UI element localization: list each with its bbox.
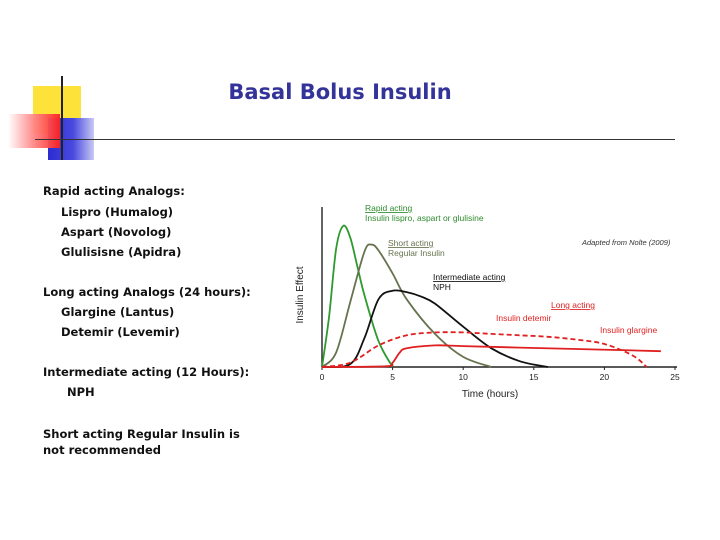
series-line-0 <box>321 224 394 368</box>
annotation-short-detail: Regular Insulin <box>388 248 445 258</box>
chart-credit: Adapted from Nolte (2009) <box>581 238 671 247</box>
title-underline <box>35 139 675 140</box>
annotation-intermediate-detail: NPH <box>433 282 451 292</box>
line-glulisine: Glulisisne (Apidra) <box>61 245 182 259</box>
line-detemir: Detemir (Levemir) <box>61 325 180 339</box>
line-aspart: Aspart (Novolog) <box>61 225 172 239</box>
line-glargine: Glargine (Lantus) <box>61 305 175 319</box>
annotation-long-heading: Long acting <box>551 300 595 310</box>
slide-title: Basal Bolus Insulin <box>228 80 452 104</box>
chart-series <box>321 224 661 369</box>
line-rapid-heading: Rapid acting Analogs: <box>43 184 185 198</box>
line-short-note-2: not recommended <box>43 443 161 457</box>
x-tick-label: 15 <box>529 372 539 382</box>
x-tick-label: 5 <box>390 372 395 382</box>
line-lispro: Lispro (Humalog) <box>61 205 174 219</box>
x-tick-label: 25 <box>670 372 680 382</box>
annotation-intermediate-heading: Intermediate acting <box>433 272 506 282</box>
x-tick-label: 20 <box>600 372 610 382</box>
x-ticks: 0 5 10 15 20 25 <box>320 367 680 382</box>
annotation-detemir: Insulin detemir <box>496 313 551 323</box>
decor-red-square <box>8 114 60 148</box>
chart-axes <box>321 207 677 368</box>
line-long-heading: Long acting Analogs (24 hours): <box>43 285 251 299</box>
line-short-note-1: Short acting Regular Insulin is <box>43 427 240 441</box>
y-axis-label: Insulin Effect <box>295 266 306 323</box>
annotation-rapid-heading: Rapid acting <box>365 203 413 213</box>
decor-vertical-line <box>61 76 63 160</box>
series-line-1 <box>321 243 492 368</box>
x-tick-label: 10 <box>458 372 468 382</box>
annotation-rapid-detail: Insulin lispro, aspart or glulisine <box>365 213 484 223</box>
line-intermediate-heading: Intermediate acting (12 Hours): <box>43 365 250 379</box>
x-axis-label: Time (hours) <box>462 389 518 400</box>
series-line-4 <box>321 344 661 368</box>
annotation-short-heading: Short acting <box>388 238 434 248</box>
x-tick-label: 0 <box>320 372 325 382</box>
series-line-2 <box>321 289 549 369</box>
insulin-chart: 0 5 10 15 20 25 Time (hours) Insulin Effect A… <box>295 203 680 400</box>
line-nph: NPH <box>67 385 95 399</box>
annotation-glargine: Insulin glargine <box>600 325 657 335</box>
series-line-3 <box>321 331 648 368</box>
